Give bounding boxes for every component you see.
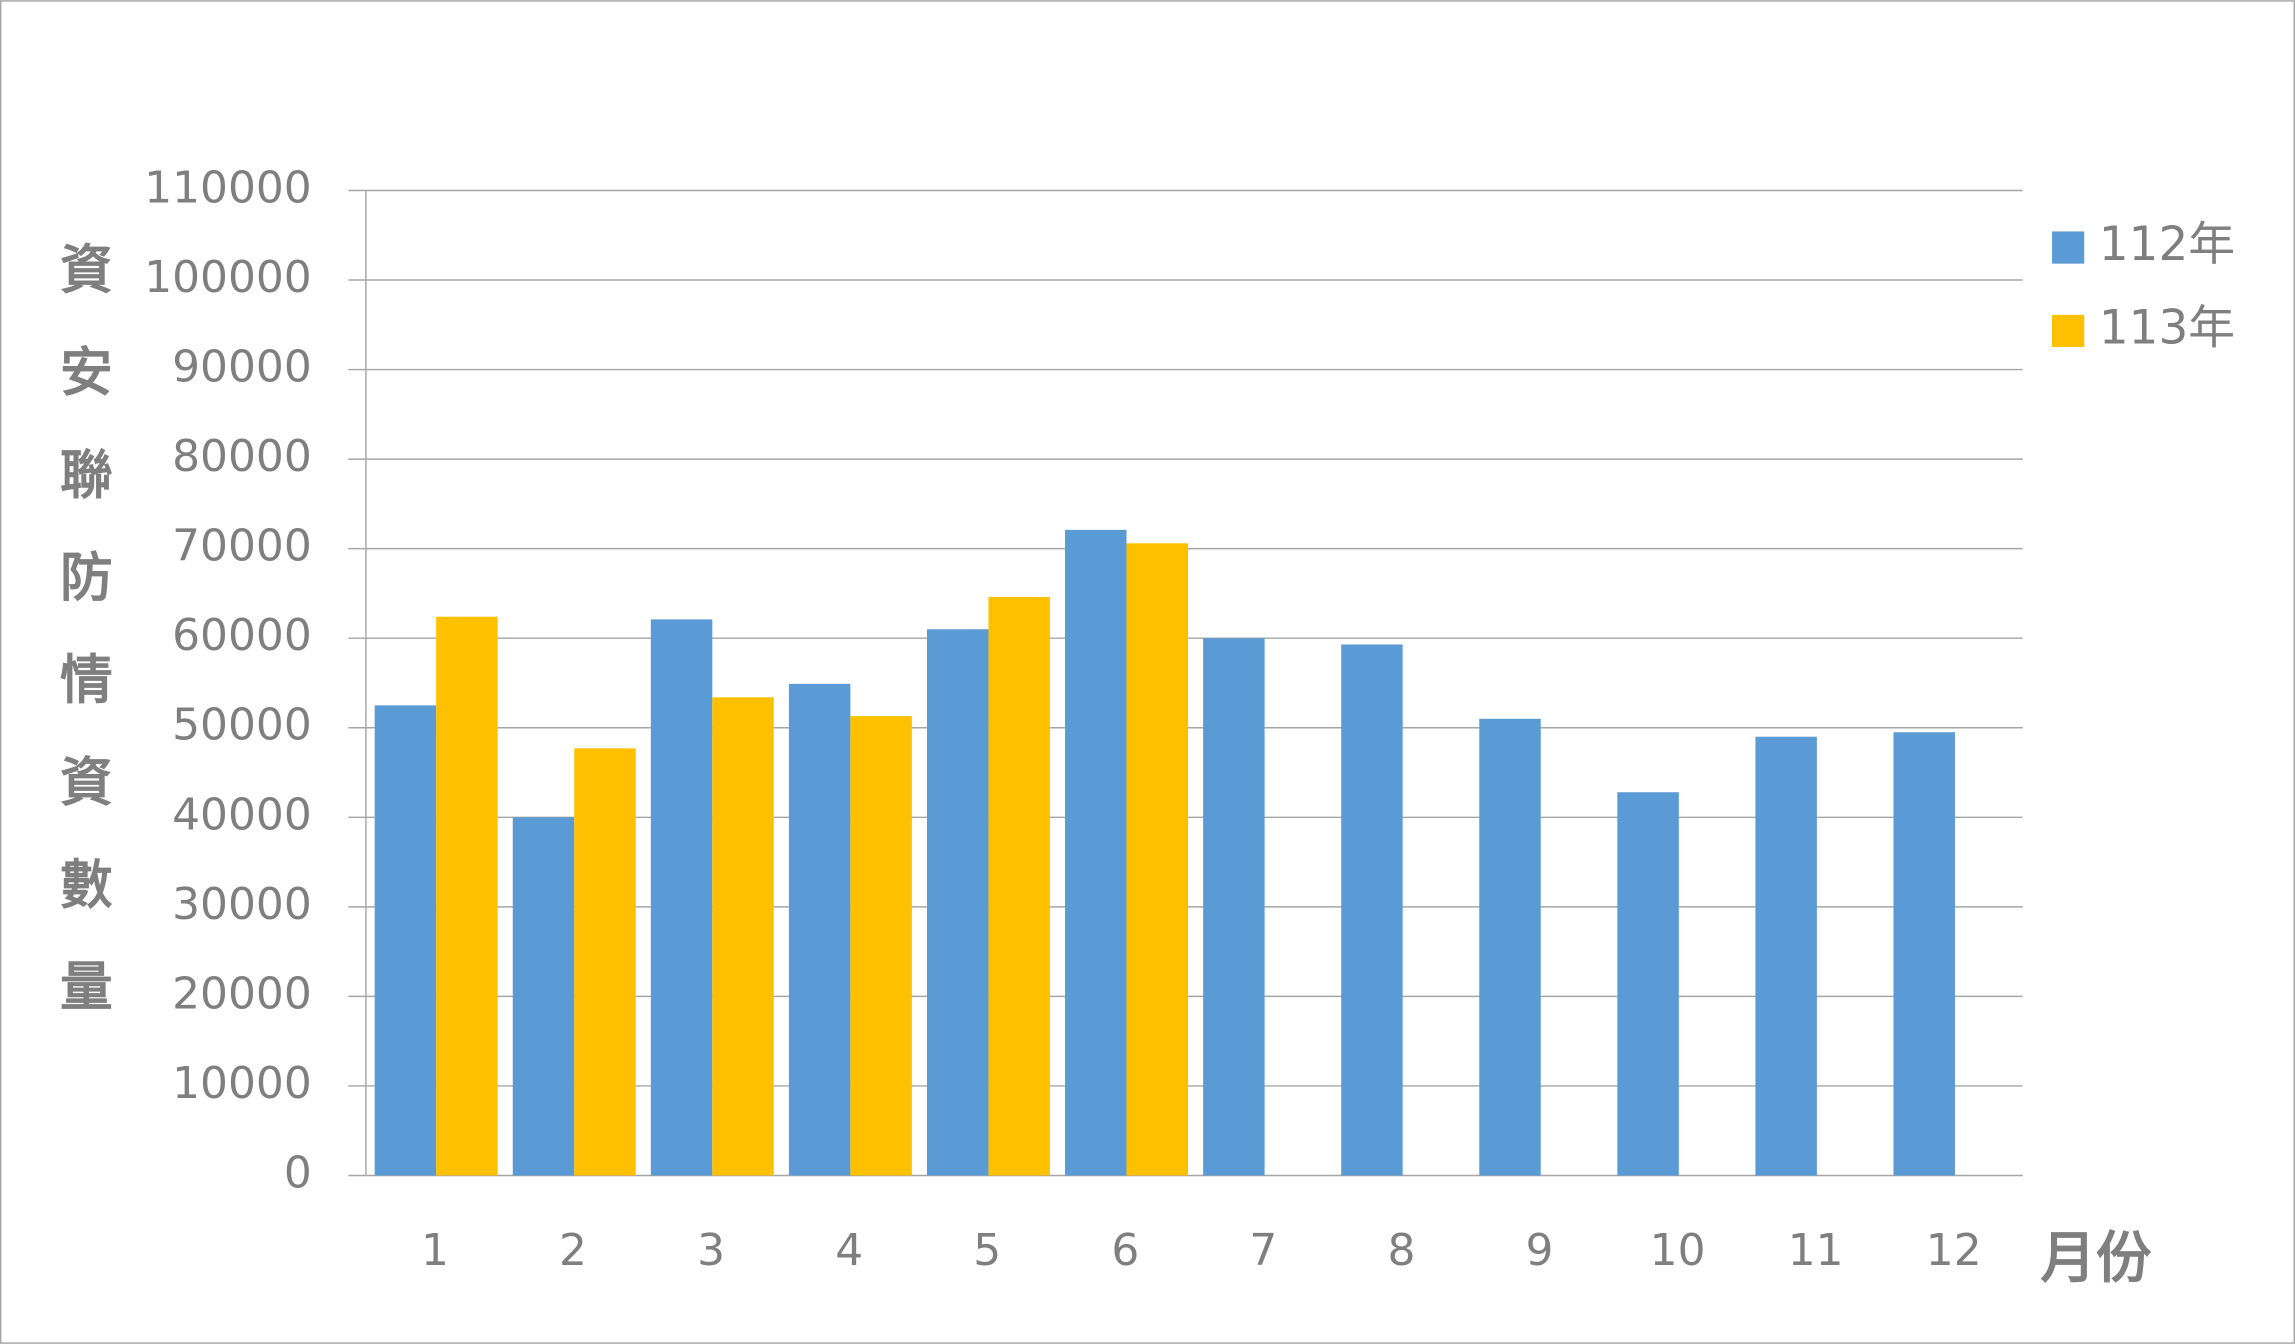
bar [436, 616, 498, 1176]
bar [926, 629, 989, 1176]
x-tick-label: 3 [697, 1225, 725, 1276]
y-tick-label: 10000 [172, 1058, 312, 1109]
bar [1755, 736, 1817, 1176]
bar [1893, 732, 1955, 1176]
legend-label: 113年 [2099, 301, 2235, 355]
bar [850, 716, 912, 1176]
bar [574, 748, 636, 1176]
x-tick-label: 1 [421, 1225, 449, 1276]
bar [788, 683, 851, 1176]
x-tick-label: 4 [835, 1225, 863, 1276]
y-axis-label: 資安聯防情資數量 [51, 242, 112, 1062]
y-tick-label: 80000 [172, 431, 312, 482]
y-tick-label: 40000 [172, 789, 312, 840]
y-tick-label: 50000 [172, 700, 312, 751]
y-tick-label: 60000 [172, 610, 312, 661]
x-tick-label: 2 [559, 1225, 587, 1276]
x-tick-label: 11 [1788, 1225, 1844, 1276]
bar [1341, 644, 1403, 1176]
x-tick-label: 12 [1926, 1225, 1982, 1276]
y-tick-label: 90000 [172, 342, 312, 393]
x-tick-label: 5 [973, 1225, 1001, 1276]
y-tick-label: 110000 [144, 162, 312, 213]
bar [712, 697, 774, 1176]
bar [650, 619, 713, 1176]
y-tick-label: 30000 [172, 879, 312, 930]
y-tick-label: 20000 [172, 968, 312, 1019]
bar [1617, 792, 1679, 1176]
bar [1126, 543, 1188, 1176]
bar [988, 597, 1050, 1176]
bar [1203, 638, 1265, 1176]
x-tick-label: 10 [1650, 1225, 1706, 1276]
x-axis-label: 月份 [2040, 1226, 2152, 1291]
bar [1479, 718, 1541, 1176]
y-tick-label: 0 [284, 1147, 312, 1198]
bar [374, 705, 437, 1176]
legend-swatch [2052, 314, 2085, 348]
y-tick-label: 70000 [172, 521, 312, 572]
legend-swatch [2052, 231, 2085, 264]
x-tick-label: 9 [1526, 1225, 1554, 1276]
y-tick-label: 100000 [144, 252, 312, 303]
x-tick-label: 8 [1387, 1225, 1415, 1276]
bar [1065, 529, 1127, 1176]
bar [512, 817, 575, 1176]
legend-label: 112年 [2099, 218, 2235, 272]
x-tick-label: 7 [1249, 1225, 1277, 1276]
x-tick-label: 6 [1111, 1225, 1139, 1276]
